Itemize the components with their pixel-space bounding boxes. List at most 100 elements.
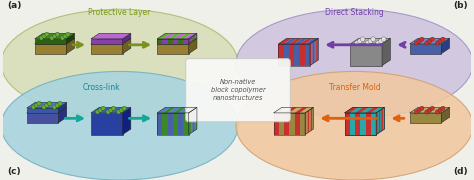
Polygon shape bbox=[317, 38, 319, 61]
Polygon shape bbox=[307, 111, 308, 134]
Polygon shape bbox=[360, 113, 365, 135]
Polygon shape bbox=[191, 36, 193, 42]
Polygon shape bbox=[183, 39, 189, 44]
Text: (b): (b) bbox=[453, 1, 468, 10]
Polygon shape bbox=[35, 33, 74, 39]
Ellipse shape bbox=[236, 9, 473, 118]
Circle shape bbox=[95, 110, 100, 114]
Polygon shape bbox=[168, 113, 173, 135]
Circle shape bbox=[438, 108, 442, 112]
Circle shape bbox=[63, 34, 67, 38]
Polygon shape bbox=[379, 110, 380, 133]
Circle shape bbox=[417, 39, 421, 43]
Polygon shape bbox=[168, 107, 181, 113]
Polygon shape bbox=[350, 38, 391, 44]
Circle shape bbox=[417, 108, 421, 112]
Text: (c): (c) bbox=[7, 167, 21, 176]
Polygon shape bbox=[278, 38, 292, 44]
Circle shape bbox=[430, 37, 435, 41]
Circle shape bbox=[360, 37, 365, 42]
Polygon shape bbox=[312, 107, 313, 130]
Polygon shape bbox=[410, 113, 441, 123]
Polygon shape bbox=[91, 33, 131, 39]
Polygon shape bbox=[123, 107, 131, 135]
Polygon shape bbox=[91, 44, 123, 54]
Circle shape bbox=[52, 105, 57, 109]
Text: Transfer Mold: Transfer Mold bbox=[328, 83, 380, 92]
Polygon shape bbox=[189, 112, 190, 135]
Polygon shape bbox=[194, 108, 196, 131]
Polygon shape bbox=[294, 44, 300, 66]
Polygon shape bbox=[383, 107, 384, 130]
Polygon shape bbox=[183, 113, 189, 135]
Polygon shape bbox=[376, 107, 384, 135]
Polygon shape bbox=[168, 39, 173, 44]
Polygon shape bbox=[157, 44, 189, 54]
Polygon shape bbox=[173, 33, 186, 39]
Circle shape bbox=[441, 106, 445, 111]
Circle shape bbox=[425, 41, 429, 45]
Circle shape bbox=[53, 34, 57, 38]
Circle shape bbox=[441, 37, 445, 41]
Polygon shape bbox=[173, 39, 178, 44]
Text: Protective Layer: Protective Layer bbox=[88, 8, 151, 17]
Circle shape bbox=[45, 32, 49, 37]
Polygon shape bbox=[189, 38, 197, 54]
FancyBboxPatch shape bbox=[186, 59, 290, 122]
Polygon shape bbox=[305, 38, 319, 44]
Circle shape bbox=[42, 34, 46, 38]
Circle shape bbox=[117, 110, 121, 114]
Polygon shape bbox=[382, 108, 383, 131]
Polygon shape bbox=[350, 113, 355, 135]
Polygon shape bbox=[157, 107, 171, 113]
Polygon shape bbox=[300, 38, 313, 44]
Circle shape bbox=[425, 110, 429, 114]
Polygon shape bbox=[410, 38, 449, 44]
Polygon shape bbox=[162, 107, 176, 113]
Circle shape bbox=[66, 32, 70, 37]
Polygon shape bbox=[162, 33, 176, 39]
Polygon shape bbox=[345, 107, 384, 113]
Polygon shape bbox=[157, 39, 162, 44]
Polygon shape bbox=[314, 40, 316, 63]
Polygon shape bbox=[27, 107, 67, 113]
Polygon shape bbox=[66, 38, 74, 54]
Polygon shape bbox=[162, 113, 168, 135]
Circle shape bbox=[419, 106, 424, 111]
Circle shape bbox=[368, 39, 373, 43]
Polygon shape bbox=[193, 109, 194, 132]
Polygon shape bbox=[310, 108, 312, 131]
Ellipse shape bbox=[1, 71, 238, 180]
Circle shape bbox=[39, 36, 44, 40]
Circle shape bbox=[111, 106, 116, 111]
Polygon shape bbox=[284, 113, 289, 135]
Circle shape bbox=[45, 103, 49, 107]
Circle shape bbox=[122, 106, 127, 111]
Text: Cross-link: Cross-link bbox=[83, 83, 120, 92]
Circle shape bbox=[355, 40, 359, 45]
Polygon shape bbox=[91, 39, 123, 44]
Polygon shape bbox=[300, 113, 305, 135]
Polygon shape bbox=[294, 38, 308, 44]
Polygon shape bbox=[157, 38, 197, 44]
Circle shape bbox=[435, 41, 439, 45]
Polygon shape bbox=[183, 107, 197, 113]
Polygon shape bbox=[162, 39, 168, 44]
Polygon shape bbox=[157, 113, 162, 135]
Circle shape bbox=[381, 37, 386, 42]
Circle shape bbox=[371, 37, 375, 42]
Ellipse shape bbox=[1, 9, 238, 118]
Circle shape bbox=[376, 40, 381, 45]
Circle shape bbox=[55, 32, 60, 37]
Polygon shape bbox=[58, 102, 67, 113]
Polygon shape bbox=[91, 107, 131, 113]
Polygon shape bbox=[190, 111, 191, 134]
Circle shape bbox=[42, 105, 46, 109]
Polygon shape bbox=[35, 44, 66, 54]
Circle shape bbox=[31, 105, 36, 109]
Polygon shape bbox=[441, 107, 449, 123]
Polygon shape bbox=[294, 113, 300, 135]
Polygon shape bbox=[173, 107, 186, 113]
Polygon shape bbox=[300, 44, 305, 66]
Circle shape bbox=[37, 101, 41, 105]
